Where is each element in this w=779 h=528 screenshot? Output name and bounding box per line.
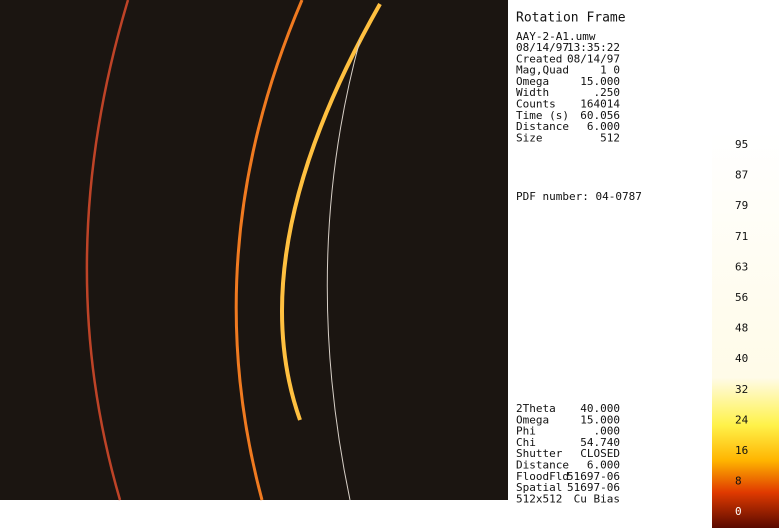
info-value: 15.000 — [580, 75, 620, 88]
frame-image — [0, 0, 508, 501]
info-label: Omega — [516, 75, 549, 88]
file-name: AAY-2-A1.umw — [516, 30, 596, 43]
info-label: Omega — [516, 413, 549, 426]
detector-background — [0, 0, 508, 500]
info-value: 6.000 — [587, 459, 620, 472]
scale-label: 79 — [735, 199, 748, 212]
info-label: Time (s) — [516, 109, 569, 122]
ring — [234, 0, 304, 501]
info-value: Cu Bias — [574, 492, 620, 505]
info-value: 51697-06 — [567, 481, 620, 494]
info-label: 08/14/97 — [516, 41, 569, 54]
info-label: Chi — [516, 436, 536, 449]
scale-label: 95 — [735, 138, 748, 151]
info-value: 51697-06 — [567, 470, 620, 483]
info-value: 13:35:22 — [567, 41, 620, 54]
scale-label: 87 — [735, 169, 748, 182]
info-label: Shutter — [516, 447, 563, 460]
info-label: Width — [516, 86, 549, 99]
info-value: CLOSED — [580, 447, 620, 460]
info-label: Distance — [516, 459, 569, 472]
scale-label: 48 — [735, 322, 748, 335]
scale-label: 56 — [735, 291, 748, 304]
info-label: Mag,Quad — [516, 64, 569, 77]
info-label: Counts — [516, 98, 556, 111]
scale-label: 0 — [735, 505, 742, 518]
scale-label: 24 — [735, 413, 749, 426]
info-value: 40.000 — [580, 402, 620, 415]
scale-label: 71 — [735, 230, 748, 243]
info-value: 1 0 — [600, 64, 620, 77]
panel-title: Rotation Frame — [516, 11, 626, 26]
info-value: 15.000 — [580, 413, 620, 426]
scale-label: 63 — [735, 260, 748, 273]
info-value: 164014 — [580, 98, 620, 111]
info-value: 60.056 — [580, 109, 620, 122]
info-label: Spatial — [516, 481, 562, 494]
pdf-number: PDF number: 04-0787 — [516, 190, 642, 203]
ring — [326, 39, 361, 501]
info-label: Size — [516, 131, 543, 144]
info-value: .250 — [594, 86, 621, 99]
ring — [85, 0, 130, 501]
ring — [280, 3, 382, 421]
info-value: 08/14/97 — [567, 52, 620, 65]
info-value: 6.000 — [587, 120, 620, 133]
info-value: 54.740 — [580, 436, 620, 449]
scale-label: 40 — [735, 352, 748, 365]
scale-label: 16 — [735, 444, 748, 457]
info-value: .000 — [594, 425, 621, 438]
info-label: Distance — [516, 120, 569, 133]
info-label: 2Theta — [516, 402, 556, 415]
info-label: FloodFld — [516, 470, 569, 483]
info-label: 512x512 — [516, 492, 562, 505]
info-label: Created — [516, 52, 562, 65]
color-scale — [712, 132, 779, 528]
info-label: Phi — [516, 425, 536, 438]
scale-label: 32 — [735, 383, 748, 396]
scale-label: 8 — [735, 475, 742, 488]
info-value: 512 — [600, 131, 620, 144]
